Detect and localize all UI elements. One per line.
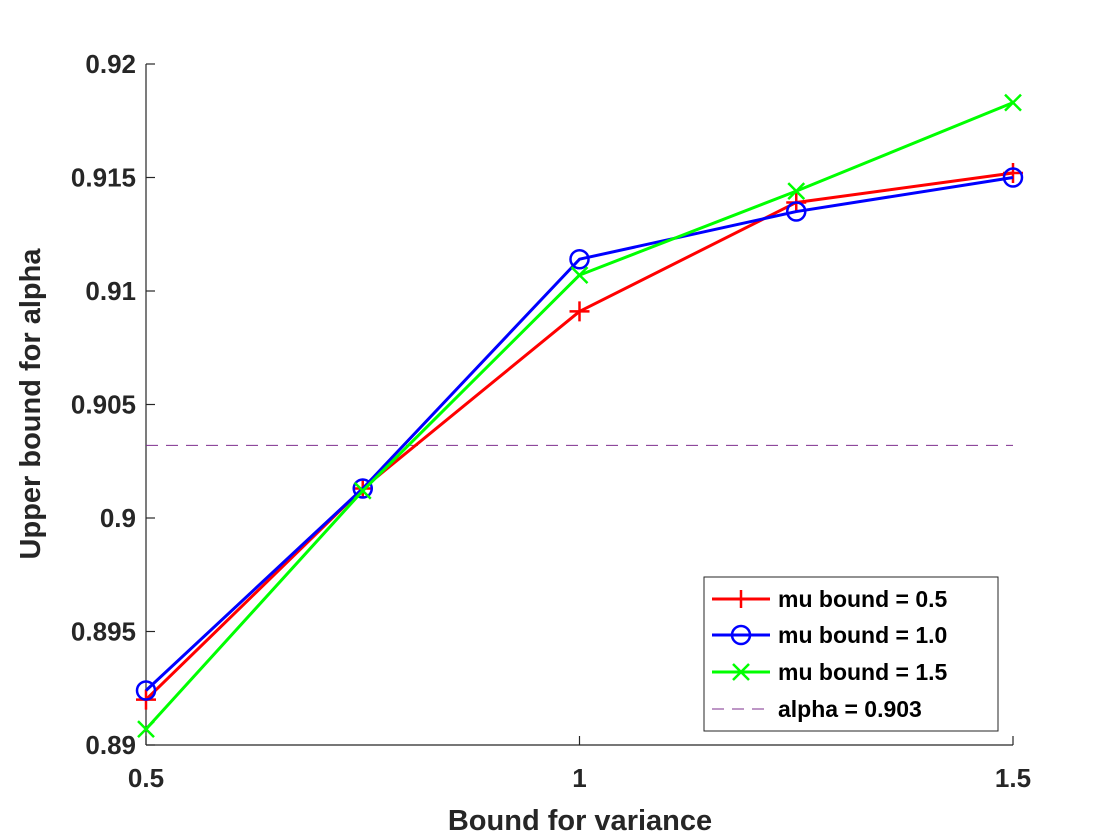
legend-label: alpha = 0.903 xyxy=(778,696,922,722)
legend-x-marker xyxy=(732,663,750,681)
y-axis-label: Upper bound for alpha xyxy=(15,248,47,560)
legend-plus-marker xyxy=(732,590,750,608)
legend-label: mu bound = 1.5 xyxy=(778,659,948,685)
y-tick-label: 0.9 xyxy=(100,503,136,533)
series-line xyxy=(144,176,1014,692)
legend-label: mu bound = 1.0 xyxy=(778,622,947,648)
y-tick-label: 0.895 xyxy=(71,617,136,647)
data-point-x-marker xyxy=(787,182,806,201)
x-tick-label: 0.5 xyxy=(128,763,164,793)
legend: mu bound = 0.5 mu bound = 1.0 mu bound =… xyxy=(703,576,999,732)
ticks: 0.89 0.895 0.9 0.905 0.91 0.915 0.92 0.5 1 1.5 xyxy=(71,49,1031,793)
y-tick-label: 0.905 xyxy=(71,390,136,420)
legend-entry-1: mu bound = 0.5 xyxy=(712,586,948,612)
legend-circle-marker xyxy=(730,624,752,646)
y-tick-label: 0.89 xyxy=(85,730,136,760)
data-point-circle-marker xyxy=(352,478,373,499)
x-tick-label: 1 xyxy=(572,763,586,793)
series-layer xyxy=(135,93,1024,738)
series-3 xyxy=(137,93,1022,738)
y-tick-label: 0.915 xyxy=(71,163,136,193)
legend-box xyxy=(703,576,999,732)
legend-entry-4: alpha = 0.903 xyxy=(712,696,922,722)
legend-entry-3: mu bound = 1.5 xyxy=(712,659,948,685)
data-point-circle-marker xyxy=(786,201,807,222)
data-point-plus-marker xyxy=(569,301,590,322)
data-point-x-marker xyxy=(137,720,155,738)
data-point-x-marker xyxy=(570,266,589,284)
data-point-circle-marker xyxy=(135,680,157,701)
x-axis-label: Bound for variance xyxy=(448,805,712,837)
y-tick-label: 0.92 xyxy=(85,49,136,79)
data-point-x-marker xyxy=(353,481,372,500)
data-point-circle-marker xyxy=(1002,167,1024,188)
x-tick-label: 1.5 xyxy=(995,763,1031,793)
legend-label: mu bound = 0.5 xyxy=(778,586,948,612)
y-tick-label: 0.91 xyxy=(85,276,136,306)
series-2 xyxy=(135,167,1024,701)
data-point-x-marker xyxy=(1004,93,1022,112)
legend-entry-2: mu bound = 1.0 xyxy=(712,622,947,648)
data-point-circle-marker xyxy=(569,248,590,270)
